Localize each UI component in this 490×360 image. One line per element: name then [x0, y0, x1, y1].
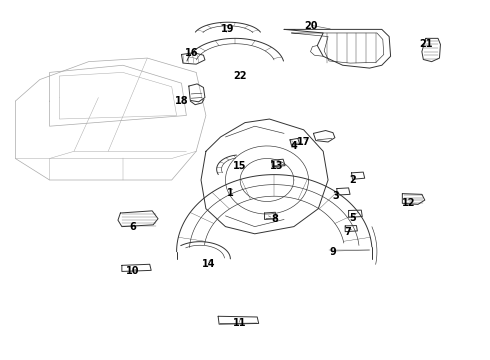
Text: 1: 1 — [227, 188, 234, 198]
Text: 9: 9 — [330, 247, 336, 257]
Text: 4: 4 — [291, 141, 297, 151]
Text: 19: 19 — [221, 24, 235, 35]
Text: 5: 5 — [349, 213, 356, 222]
Text: 12: 12 — [402, 198, 416, 208]
Text: 11: 11 — [233, 319, 247, 328]
Text: 3: 3 — [332, 191, 339, 201]
Text: 8: 8 — [271, 215, 278, 224]
Text: 2: 2 — [349, 175, 356, 185]
Text: 17: 17 — [297, 138, 310, 147]
Text: 18: 18 — [174, 96, 188, 106]
Text: 6: 6 — [129, 222, 136, 231]
Text: 7: 7 — [344, 227, 351, 237]
Text: 10: 10 — [126, 266, 139, 276]
Text: 15: 15 — [233, 161, 247, 171]
Text: 16: 16 — [185, 48, 198, 58]
Text: 20: 20 — [304, 21, 318, 31]
Text: 22: 22 — [233, 71, 247, 81]
Text: 13: 13 — [270, 161, 284, 171]
Text: 21: 21 — [419, 39, 433, 49]
Text: 14: 14 — [201, 259, 215, 269]
